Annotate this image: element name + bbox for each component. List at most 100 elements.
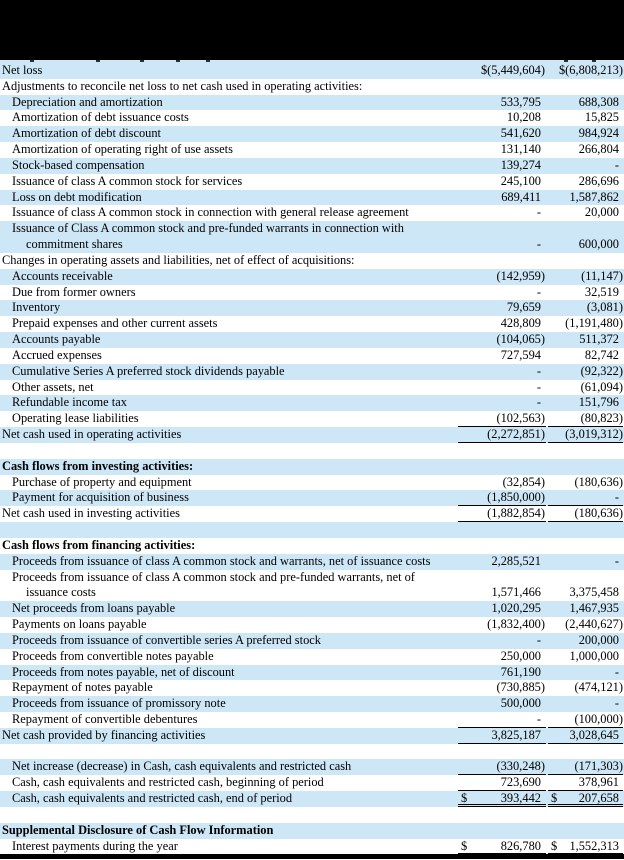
amount-col2: (1,191,480): [548, 316, 623, 332]
table-row: Cash, cash equivalents and restricted ca…: [0, 775, 624, 792]
amount-col1: (102,563): [458, 411, 546, 428]
amount-value: -: [536, 237, 541, 252]
redacted-header-band: [0, 0, 624, 60]
amount-col1: [458, 538, 546, 554]
amount-col1: 727,594: [458, 348, 546, 364]
amount-value: 600,000: [578, 237, 619, 252]
amount-value: 3,825,187: [491, 727, 541, 742]
amount-value: 688,308: [578, 94, 619, 109]
amount-col1: -: [458, 364, 546, 380]
table-row: Adjustments to reconcile net loss to net…: [0, 79, 624, 95]
amount-col2: 984,924: [548, 126, 623, 142]
row-label: Changes in operating assets and liabilit…: [2, 252, 355, 267]
amount-value: (474,121): [574, 680, 623, 695]
amount-col1: 131,140: [458, 142, 546, 158]
amount-col1: (1,850,000): [458, 490, 546, 507]
amount-col2: -: [548, 554, 623, 570]
table-row: Net cash used in operating activities (2,…: [0, 427, 624, 443]
amount-value: (92,322): [580, 363, 623, 378]
row-label: Issuance of class A common stock for ser…: [12, 173, 243, 188]
row-label: Cash, cash equivalents and restricted ca…: [12, 775, 324, 790]
dollar-sign: $: [461, 838, 468, 853]
amount-value: 200,000: [578, 632, 619, 647]
amount-col1: $393,442: [458, 791, 546, 807]
row-label: Net cash used in investing activities: [2, 506, 180, 521]
table-row: Net cash used in investing activities (1,…: [0, 506, 624, 523]
table-row: Proceeds from issuance of promissory not…: [0, 696, 624, 712]
amount-value: 245,100: [500, 173, 541, 188]
spacer-row: [0, 522, 624, 538]
table-row: Purchase of property and equipment (32,85…: [0, 475, 624, 491]
amount-col1: -: [458, 633, 546, 649]
amount-col1: 761,190: [458, 665, 546, 681]
amount-col2: (171,303): [548, 759, 623, 776]
amount-col2: [548, 807, 623, 823]
amount-col2: 1,000,000: [548, 649, 623, 665]
amount-col2: (80,823): [548, 411, 623, 428]
amount-value: 428,809: [500, 316, 541, 331]
statement-table: Net loss $(5,449,604) $(6,808,213) Adjustme…: [0, 63, 624, 855]
amount-col1: (1,882,854): [458, 506, 546, 523]
row-label: Purchase of property and equipment: [12, 474, 192, 489]
amount-col2: [548, 538, 623, 554]
row-label: Adjustments to reconcile net loss to net…: [2, 78, 363, 93]
amount-value: 511,372: [579, 332, 619, 347]
amount-value: (180,636): [574, 474, 623, 489]
amount-col2: 378,961: [548, 775, 623, 792]
amount-value: 15,825: [584, 110, 619, 125]
row-label-line2: commitment shares: [26, 237, 123, 252]
table-row: Amortization of operating right of use a…: [0, 142, 624, 158]
spacer-row: [0, 807, 624, 823]
amount-col1: -: [458, 205, 546, 221]
amount-col1: 2,285,521: [458, 554, 546, 570]
amount-value: 1,020,295: [491, 601, 541, 616]
row-label: [0, 807, 458, 823]
row-label: Accounts receivable: [12, 268, 113, 283]
amount-value: -: [614, 553, 619, 568]
amount-value: (11,147): [581, 268, 623, 283]
amount-col1: (2,272,851): [458, 427, 546, 443]
amount-col1: 250,000: [458, 649, 546, 665]
row-label: Repayment of convertible debentures: [12, 711, 198, 726]
dollar-sign: $: [551, 791, 558, 806]
section-header-row: Supplemental Disclosure of Cash Flow Inf…: [0, 822, 624, 839]
row-label: Amortization of debt issuance costs: [12, 110, 189, 125]
amount-col1: 541,620: [458, 126, 546, 142]
row-label: Interest payments during the year: [12, 838, 178, 853]
amount-value: -: [536, 363, 541, 378]
row-label-line1: Proceeds from issuance of class A common…: [12, 569, 415, 584]
table-row: Changes in operating assets and liabilit…: [0, 253, 624, 269]
text-descender-mark: [96, 60, 100, 62]
amount-col2: 32,519: [548, 285, 623, 301]
amount-value: (1,882,854): [487, 506, 545, 521]
row-label: Issuance of Class A common stock and pre…: [0, 221, 458, 253]
amount-col2: (180,636): [548, 475, 623, 491]
amount-value: 32,519: [584, 284, 619, 299]
table-row: Proceeds from issuance of class A common…: [0, 570, 624, 602]
table-row: Net proceeds from loans payable 1,020,295…: [0, 601, 624, 618]
table-row: Repayment of notes payable (730,885) (474,…: [0, 680, 624, 696]
table-row: Issuance of class A common stock in conn…: [0, 205, 624, 221]
table-row: Net loss $(5,449,604) $(6,808,213): [0, 63, 624, 79]
amount-value: 151,796: [578, 395, 619, 410]
amount-col2: (474,121): [548, 680, 623, 696]
amount-value: -: [536, 379, 541, 394]
amount-value: (100,000): [574, 711, 623, 726]
row-label: Proceeds from notes payable, net of disc…: [12, 664, 235, 679]
amount-col2: -: [548, 696, 623, 712]
amount-col1: -: [458, 285, 546, 301]
amount-value: 761,190: [500, 664, 541, 679]
amount-col1: [458, 744, 546, 760]
row-label: Net proceeds from loans payable: [12, 601, 176, 616]
amount-value: 1,000,000: [569, 648, 619, 663]
clipped-row-remnant: [0, 60, 624, 63]
table-row: Inventory 79,659 (3,081): [0, 300, 624, 317]
amount-col2: 151,796: [548, 395, 623, 411]
amount-col1: [458, 459, 546, 475]
row-label: Net loss: [2, 63, 43, 77]
table-row: Proceeds from issuance of convertible se…: [0, 632, 624, 649]
amount-col2: (100,000): [548, 712, 623, 728]
amount-col1: 428,809: [458, 316, 546, 332]
amount-col1: [458, 79, 546, 95]
amount-value: 393,442: [500, 791, 541, 806]
